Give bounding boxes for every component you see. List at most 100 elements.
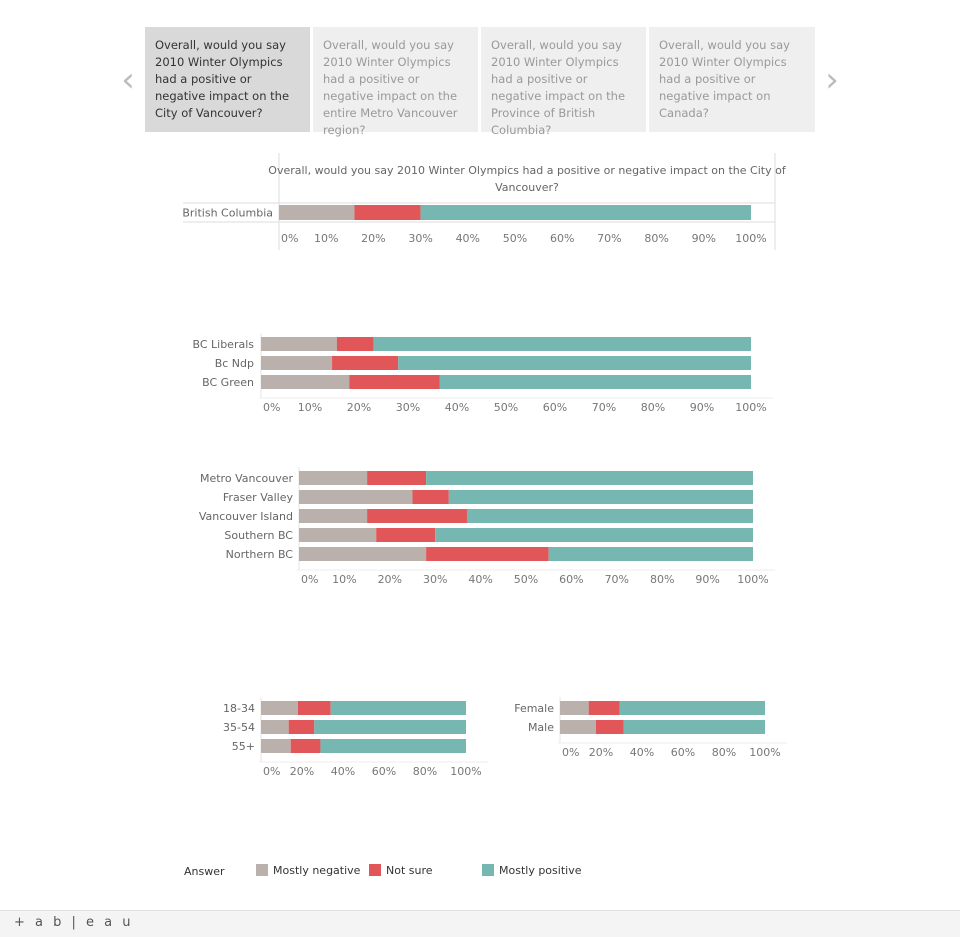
legend-item-mostly-negative[interactable]: Mostly negative [256,864,360,877]
bar-35-54-not-sure [288,720,315,734]
bar-bc-ndp-not-sure [332,356,399,370]
chart-5-tick-0-pct: 0% [562,746,579,759]
chart-1-tick-0-pct: 0% [281,232,298,245]
chart-3-tick-40-pct: 40% [468,573,492,586]
prev-arrow-icon[interactable]: ‹ [121,60,135,100]
chart-3: Metro Vancouver Fraser Valley Vancouver Is… [199,467,775,586]
chart-3-tick-90-pct: 90% [695,573,719,586]
next-arrow-icon[interactable]: › [825,60,839,100]
legend-title: Answer [184,865,225,878]
bar-18-34-mostly-positive [330,701,466,715]
category-label-bc-ndp: Bc Ndp [215,357,254,370]
question-tab-province[interactable]: Overall, would you say 2010 Winter Olymp… [481,27,646,137]
bar-vancouver-island-not-sure [367,509,467,523]
bar-18-34-not-sure [297,701,331,715]
category-label-bc-liberals: BC Liberals [192,338,254,351]
chart-2-tick-10-pct: 10% [298,401,322,414]
chart-1-tick-20-pct: 20% [361,232,385,245]
category-label-male: Male [528,721,554,734]
chart-3-tick-80-pct: 80% [650,573,674,586]
chart-1-tick-50-pct: 50% [503,232,527,245]
chart-1-tick-10-pct: 10% [314,232,338,245]
bar-female-mostly-positive [619,701,765,715]
chart-2-tick-0-pct: 0% [263,401,280,414]
question-tab-city[interactable]: Overall, would you say 2010 Winter Olymp… [145,27,310,132]
legend-swatch-mostly-negative [256,864,268,876]
chart-5-tick-100-pct: 100% [749,746,780,759]
bar-bc-liberals-not-sure [336,337,374,351]
chart-1-tick-90-pct: 90% [692,232,716,245]
legend-swatch-mostly-positive [482,864,494,876]
chart-2-tick-60-pct: 60% [543,401,567,414]
bar-british-columbia-mostly-negative [279,205,355,220]
chart-1-tick-40-pct: 40% [456,232,480,245]
question-tab-canada[interactable]: Overall, would you say 2010 Winter Olymp… [649,27,815,132]
bar-male-mostly-negative [560,720,596,734]
legend-item-mostly-positive[interactable]: Mostly positive [482,864,581,877]
category-label-southern-bc: Southern BC [224,529,293,542]
bar-55-not-sure [290,739,321,753]
chart-3-tick-0-pct: 0% [301,573,318,586]
chart-4-tick-40-pct: 40% [331,765,355,778]
category-label-female: Female [514,702,554,715]
bar-bc-liberals-mostly-negative [261,337,337,351]
legend-swatch-not-sure [369,864,381,876]
chart-3-tick-20-pct: 20% [378,573,402,586]
bar-southern-bc-mostly-negative [299,528,377,542]
chart-5: Female Male 0% 20% 40% 60% 80% 100% [514,697,787,759]
bar-male-not-sure [595,720,624,734]
chart-4-tick-80-pct: 80% [413,765,437,778]
chart-4-tick-100-pct: 100% [450,765,481,778]
chart-1-title-line-1: Overall, would you say 2010 Winter Olymp… [268,164,787,177]
bar-35-54-mostly-positive [314,720,466,734]
chart-4-tick-20-pct: 20% [290,765,314,778]
chart-1-tick-30-pct: 30% [408,232,432,245]
bar-female-mostly-negative [560,701,589,715]
bar-vancouver-island-mostly-negative [299,509,368,523]
chart-3-tick-70-pct: 70% [605,573,629,586]
bar-british-columbia-mostly-positive [420,205,751,220]
bar-bc-liberals-mostly-positive [373,337,751,351]
chart-2-tick-30-pct: 30% [396,401,420,414]
category-label-british-columbia: British Columbia [182,207,273,220]
bar-northern-bc-not-sure [426,547,549,561]
category-label-vancouver-island: Vancouver Island [199,510,293,523]
bar-fraser-valley-mostly-negative [299,490,413,504]
chart-1-tick-80-pct: 80% [644,232,668,245]
category-label-northern-bc: Northern BC [226,548,294,561]
category-label-fraser-valley: Fraser Valley [223,491,294,504]
chart-2: BC Liberals Bc Ndp BC Green 0% 10% 20% 30% 40% 5… [192,333,773,414]
bar-fraser-valley-mostly-positive [448,490,753,504]
chart-5-tick-20-pct: 20% [589,746,613,759]
question-tab-metro[interactable]: Overall, would you say 2010 Winter Olymp… [313,27,478,137]
chart-4: 18-34 35-54 55+ 0% 20% 40% 60% 80% 100% [223,697,488,778]
category-label-35-54: 35-54 [223,721,255,734]
bar-bc-green-not-sure [349,375,440,389]
category-label-18-34: 18-34 [223,702,255,715]
chart-3-tick-10-pct: 10% [332,573,356,586]
chart-1-tick-60-pct: 60% [550,232,574,245]
legend-label-mostly-negative: Mostly negative [273,864,361,877]
bar-northern-bc-mostly-negative [299,547,427,561]
bar-metro-vancouver-not-sure [367,471,427,485]
chart-3-tick-60-pct: 60% [559,573,583,586]
chart-1-title-line-2: Vancouver? [495,181,559,194]
bar-bc-green-mostly-negative [261,375,350,389]
category-label-55: 55+ [232,740,255,753]
bar-fraser-valley-not-sure [412,490,449,504]
chart-3-tick-30-pct: 30% [423,573,447,586]
bar-female-not-sure [588,701,620,715]
chart-4-tick-60-pct: 60% [372,765,396,778]
bar-55-mostly-positive [320,739,466,753]
chart-2-tick-80-pct: 80% [641,401,665,414]
bar-55-mostly-negative [261,739,291,753]
chart-2-tick-90-pct: 90% [690,401,714,414]
chart-5-tick-60-pct: 60% [671,746,695,759]
category-label-metro-vancouver: Metro Vancouver [200,472,293,485]
bar-northern-bc-mostly-positive [548,547,753,561]
chart-4-tick-0-pct: 0% [263,765,280,778]
legend-item-not-sure[interactable]: Not sure [369,864,433,877]
bar-british-columbia-not-sure [354,205,421,220]
tableau-logo[interactable]: + a b | e a u [14,915,134,930]
